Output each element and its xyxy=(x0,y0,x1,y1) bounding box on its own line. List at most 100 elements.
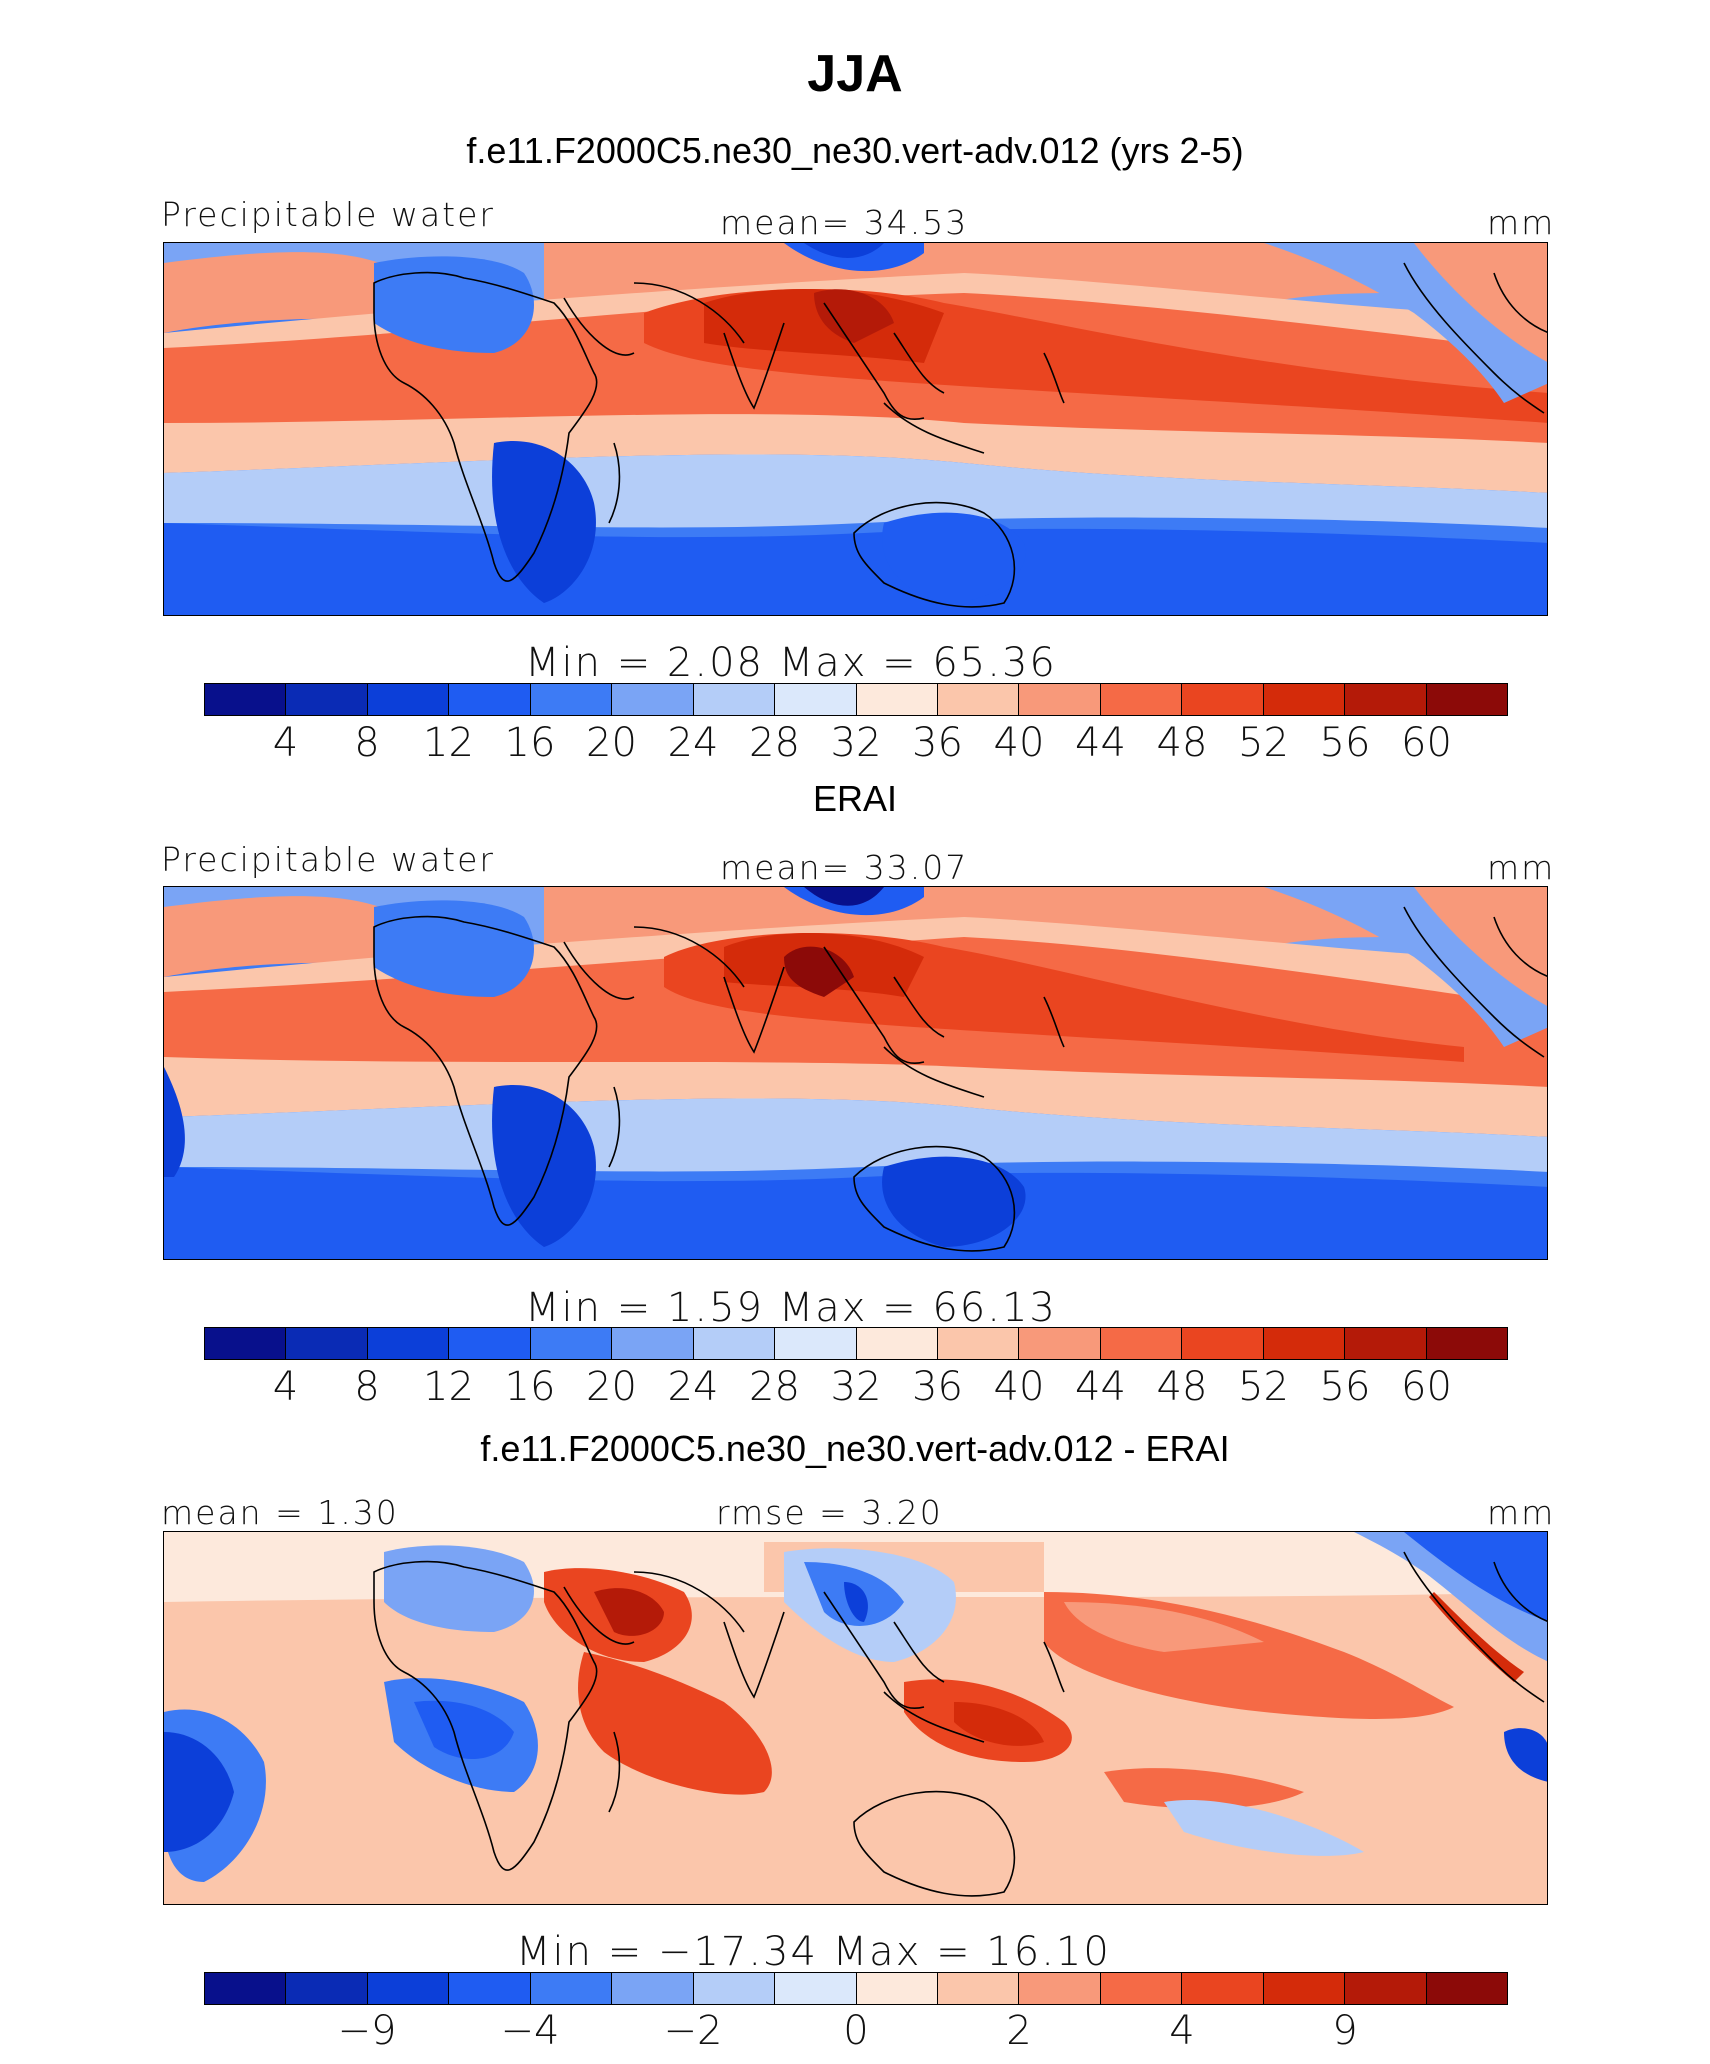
panel-1-minmax: Min = 2.08 Max = 65.36 xyxy=(525,640,1057,686)
colorbar-swatch xyxy=(693,684,776,715)
colorbar-swatch xyxy=(449,684,531,715)
main-title: JJA xyxy=(807,45,903,103)
colorbar-swatch xyxy=(1100,1973,1183,2004)
colorbar-swatch xyxy=(1182,1973,1264,2004)
panel-2-map xyxy=(163,886,1548,1260)
colorbar-swatch xyxy=(205,1973,287,2004)
colorbar-swatch xyxy=(1100,1328,1183,1359)
colorbar-swatch xyxy=(1426,1328,1507,1359)
colorbar-tick-label: 36 xyxy=(912,1364,963,1410)
colorbar-tick-label: 52 xyxy=(1238,720,1289,766)
colorbar-tick-label: 60 xyxy=(1401,1364,1452,1410)
colorbar-tick-label: 16 xyxy=(504,1364,556,1410)
colorbar-tick-label: −2 xyxy=(663,2008,723,2054)
panel-1-colorbar xyxy=(204,683,1508,716)
colorbar-tick-label: 52 xyxy=(1238,1364,1289,1410)
colorbar-tick-label: 44 xyxy=(1075,720,1126,766)
colorbar-tick-label: 4 xyxy=(272,720,299,766)
colorbar-swatch xyxy=(1345,1328,1427,1359)
colorbar-tick-label: 32 xyxy=(830,1364,882,1410)
panel-3-subtitle: f.e11.F2000C5.ne30_ne30.vert-adv.012 - E… xyxy=(480,1428,1230,1469)
colorbar-tick-label: 48 xyxy=(1156,720,1208,766)
colorbar-swatch xyxy=(530,1973,613,2004)
colorbar-swatch xyxy=(1345,1973,1427,2004)
colorbar-swatch xyxy=(1019,1328,1101,1359)
colorbar-swatch xyxy=(612,1328,694,1359)
panel-1-colorbar-ticks: 4 8 12 16 20 24 28 32 36 40 44 48 52 56 60 xyxy=(0,720,1710,770)
colorbar-swatch xyxy=(530,1328,613,1359)
colorbar-swatch xyxy=(1263,1973,1346,2004)
colorbar-swatch xyxy=(1182,684,1264,715)
colorbar-tick-label: 12 xyxy=(423,1364,474,1410)
colorbar-swatch xyxy=(449,1328,531,1359)
colorbar-swatch xyxy=(612,1973,694,2004)
colorbar-swatch xyxy=(937,1328,1020,1359)
colorbar-tick-label: 40 xyxy=(993,1364,1045,1410)
panel-3-map xyxy=(163,1531,1548,1905)
colorbar-tick-label: 24 xyxy=(667,720,719,766)
colorbar-swatch xyxy=(1019,1973,1101,2004)
colorbar-swatch xyxy=(612,684,694,715)
panel-3-units-label: mm xyxy=(1487,1493,1556,1532)
colorbar-swatch xyxy=(205,684,287,715)
colorbar-swatch xyxy=(1426,1973,1507,2004)
panel-2-subtitle: ERAI xyxy=(812,778,898,819)
colorbar-swatch xyxy=(1182,1328,1264,1359)
colorbar-tick-label: 44 xyxy=(1075,1364,1126,1410)
colorbar-swatch xyxy=(856,684,938,715)
panel-3-colorbar xyxy=(204,1972,1508,2005)
panel-3-mean-label: mean = 1.30 xyxy=(161,1493,399,1532)
panel-2-map-plot xyxy=(164,887,1547,1259)
colorbar-swatch xyxy=(1426,684,1507,715)
colorbar-swatch xyxy=(530,684,613,715)
colorbar-tick-label: 4 xyxy=(272,1364,299,1410)
colorbar-tick-label: 4 xyxy=(1169,2008,1195,2054)
colorbar-tick-label: 2 xyxy=(1006,2008,1032,2054)
panel-3-rmse-label: rmse = 3.20 xyxy=(716,1493,943,1532)
colorbar-swatch xyxy=(286,1973,368,2004)
colorbar-swatch xyxy=(367,684,450,715)
colorbar-swatch xyxy=(775,1973,857,2004)
panel-1-mean-label: mean= 34.53 xyxy=(720,203,969,242)
colorbar-swatch xyxy=(937,1973,1020,2004)
colorbar-swatch xyxy=(1263,1328,1346,1359)
colorbar-swatch xyxy=(205,1328,287,1359)
panel-1-map-plot xyxy=(164,243,1547,615)
colorbar-swatch xyxy=(775,1328,857,1359)
colorbar-swatch xyxy=(286,684,368,715)
colorbar-swatch xyxy=(367,1973,450,2004)
panel-3-map-plot xyxy=(164,1532,1547,1904)
colorbar-tick-label: 32 xyxy=(830,720,882,766)
panel-1-units-label: mm xyxy=(1487,203,1556,242)
colorbar-swatch xyxy=(286,1328,368,1359)
colorbar-tick-label: 20 xyxy=(586,1364,637,1410)
colorbar-tick-label: 48 xyxy=(1156,1364,1208,1410)
colorbar-swatch xyxy=(937,684,1020,715)
colorbar-swatch xyxy=(449,1973,531,2004)
panel-3-colorbar-ticks: −9 −4 −2 0 2 4 9 xyxy=(0,2008,1710,2058)
colorbar-tick-label: 24 xyxy=(667,1364,719,1410)
colorbar-swatch xyxy=(1345,684,1427,715)
panel-2-colorbar-ticks: 4 8 12 16 20 24 28 32 36 40 44 48 52 56 60 xyxy=(0,1364,1710,1414)
panel-1-subtitle: f.e11.F2000C5.ne30_ne30.vert-adv.012 (yr… xyxy=(466,130,1244,171)
colorbar-swatch xyxy=(1263,684,1346,715)
colorbar-swatch xyxy=(856,1328,938,1359)
panel-3-minmax: Min = −17.34 Max = 16.10 xyxy=(516,1929,1111,1975)
colorbar-tick-label: 8 xyxy=(354,1364,380,1410)
colorbar-swatch xyxy=(367,1328,450,1359)
colorbar-tick-label: 9 xyxy=(1332,2008,1358,2054)
colorbar-swatch xyxy=(693,1973,776,2004)
panel-2-minmax: Min = 1.59 Max = 66.13 xyxy=(525,1285,1057,1331)
colorbar-swatch xyxy=(1100,684,1183,715)
panel-1-variable-label: Precipitable water xyxy=(161,195,495,234)
panel-2-units-label: mm xyxy=(1487,848,1556,887)
colorbar-tick-label: −4 xyxy=(500,2008,560,2054)
colorbar-tick-label: 40 xyxy=(993,720,1045,766)
colorbar-tick-label: 36 xyxy=(912,720,963,766)
panel-2-colorbar xyxy=(204,1327,1508,1360)
colorbar-tick-label: 28 xyxy=(749,1364,800,1410)
colorbar-tick-label: 12 xyxy=(423,720,474,766)
colorbar-tick-label: 56 xyxy=(1319,720,1371,766)
panel-1-map xyxy=(163,242,1548,616)
colorbar-tick-label: 60 xyxy=(1401,720,1452,766)
